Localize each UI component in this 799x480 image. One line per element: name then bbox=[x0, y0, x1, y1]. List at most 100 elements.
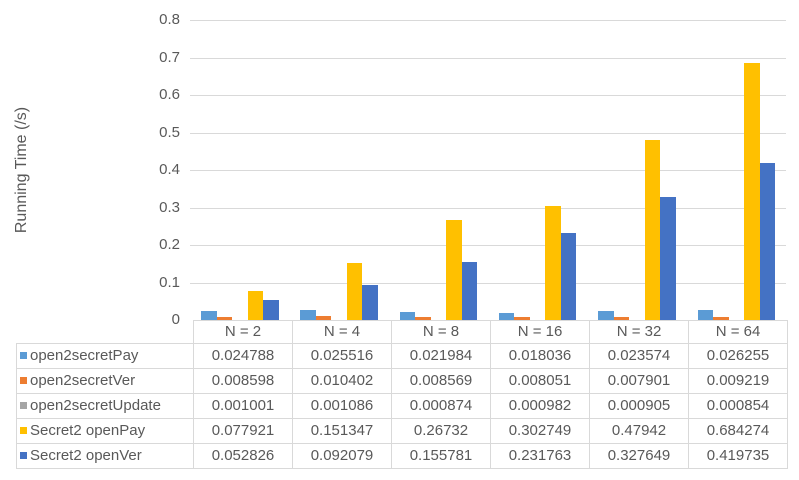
table-row: Secret2 openPay 0.077921 0.151347 0.26732 0.… bbox=[16, 418, 788, 444]
y-tick-label: 0.7 bbox=[159, 48, 180, 66]
table-cell: 0.155781 bbox=[391, 443, 491, 469]
gridline bbox=[190, 58, 786, 59]
y-tick-label: 0.3 bbox=[159, 198, 180, 216]
series-name: Secret2 openVer bbox=[30, 447, 142, 464]
legend-entry: open2secretPay bbox=[16, 343, 194, 369]
bar bbox=[713, 316, 729, 320]
table-cell: 0.024788 bbox=[193, 343, 293, 369]
table-cell: 0.077921 bbox=[193, 418, 293, 444]
bar bbox=[644, 140, 661, 320]
legend-swatch-icon bbox=[20, 426, 27, 434]
table-cell: 0.684274 bbox=[688, 418, 788, 444]
table-row: Secret2 openVer 0.052826 0.092079 0.155781 0… bbox=[16, 443, 788, 469]
table-cell: 0.419735 bbox=[688, 443, 788, 469]
legend-entry: Secret2 openPay bbox=[16, 418, 194, 444]
table-cell: 0.327649 bbox=[589, 443, 689, 469]
table-cell: 0.26732 bbox=[391, 418, 491, 444]
category-label: N = 4 bbox=[292, 320, 392, 344]
bar bbox=[399, 311, 416, 320]
bar bbox=[697, 310, 713, 320]
bar bbox=[362, 285, 378, 320]
table-cell: 0.092079 bbox=[292, 443, 392, 469]
table-cell: 0.000905 bbox=[589, 393, 689, 419]
series-name: Secret2 openPay bbox=[30, 422, 146, 439]
y-tick-label: 0.4 bbox=[159, 161, 180, 178]
legend-swatch-icon bbox=[20, 451, 27, 459]
gridline bbox=[190, 20, 786, 21]
bar bbox=[759, 162, 775, 320]
category-label: N = 2 bbox=[193, 320, 293, 344]
bar bbox=[660, 197, 676, 320]
table-cell: 0.008051 bbox=[490, 368, 590, 394]
bar bbox=[498, 313, 515, 320]
series-name: open2secretPay bbox=[30, 347, 139, 364]
table-cell: 0.052826 bbox=[193, 443, 293, 469]
table-corner bbox=[17, 321, 194, 344]
table-cell: 0.018036 bbox=[490, 343, 590, 369]
legend-entry: Secret2 openVer bbox=[16, 443, 194, 469]
bar bbox=[263, 300, 279, 320]
table-cell: 0.007901 bbox=[589, 368, 689, 394]
table-cell: 0.025516 bbox=[292, 343, 392, 369]
table-row: open2secretPay 0.024788 0.025516 0.021984 0.… bbox=[16, 343, 788, 369]
table-cell: 0.000854 bbox=[688, 393, 788, 419]
legend-swatch-icon bbox=[20, 351, 27, 359]
gridline bbox=[190, 170, 786, 171]
table-cell: 0.008598 bbox=[193, 368, 293, 394]
table-cell: 0.231763 bbox=[490, 443, 590, 469]
gridline bbox=[190, 208, 786, 209]
table-cell: 0.023574 bbox=[589, 343, 689, 369]
bar bbox=[514, 316, 530, 320]
bar bbox=[461, 261, 478, 320]
table-cell: 0.000874 bbox=[391, 393, 491, 419]
table-cell: 0.010402 bbox=[292, 368, 392, 394]
category-label: N = 32 bbox=[589, 320, 689, 344]
bar bbox=[346, 263, 363, 320]
category-label: N = 16 bbox=[490, 320, 590, 344]
table-cell: 0.026255 bbox=[688, 343, 788, 369]
bar bbox=[315, 316, 332, 320]
table-cell: 0.021984 bbox=[391, 343, 491, 369]
gridline bbox=[190, 283, 786, 284]
table-row: open2secretUpdate 0.001001 0.001086 0.00087… bbox=[16, 393, 788, 419]
legend-entry: open2secretVer bbox=[16, 368, 194, 394]
gridline bbox=[190, 245, 786, 246]
table-cell: 0.001001 bbox=[193, 393, 293, 419]
y-tick-label: 0.1 bbox=[159, 273, 180, 291]
table-cell: 0.47942 bbox=[589, 418, 689, 444]
category-label: N = 8 bbox=[391, 320, 491, 344]
series-name: open2secretUpdate bbox=[30, 397, 161, 414]
y-tick-label: 0.2 bbox=[159, 236, 180, 253]
y-tick-label: 0.5 bbox=[159, 123, 180, 141]
bar bbox=[331, 319, 347, 321]
y-tick-label: 0.8 bbox=[159, 11, 180, 28]
gridline bbox=[190, 95, 786, 96]
bar bbox=[415, 316, 431, 320]
category-label: N = 64 bbox=[688, 320, 788, 344]
table-cell: 0.151347 bbox=[292, 418, 392, 444]
gridline bbox=[190, 133, 786, 134]
bar bbox=[300, 310, 316, 320]
bar bbox=[247, 290, 263, 320]
legend-swatch-icon bbox=[20, 401, 27, 409]
bar bbox=[560, 233, 577, 320]
legend-swatch-icon bbox=[20, 376, 27, 384]
table-cell: 0.000982 bbox=[490, 393, 590, 419]
y-tick-label: 0 bbox=[171, 311, 180, 328]
bar bbox=[201, 310, 217, 320]
bar bbox=[216, 316, 232, 320]
table-cell: 0.302749 bbox=[490, 418, 590, 444]
series-name: open2secretVer bbox=[30, 372, 136, 389]
table-cell: 0.009219 bbox=[688, 368, 788, 394]
y-axis-title: Running Time (/s) bbox=[13, 106, 30, 234]
bar bbox=[744, 63, 760, 320]
y-tick-label: 0.6 bbox=[159, 86, 180, 103]
table-cell: 0.008569 bbox=[391, 368, 491, 394]
bar bbox=[446, 219, 462, 320]
bar bbox=[545, 206, 561, 320]
table-row: open2secretVer 0.008598 0.010402 0.008569 0.… bbox=[16, 368, 788, 394]
table-cell: 0.001086 bbox=[292, 393, 392, 419]
bar bbox=[613, 317, 630, 320]
